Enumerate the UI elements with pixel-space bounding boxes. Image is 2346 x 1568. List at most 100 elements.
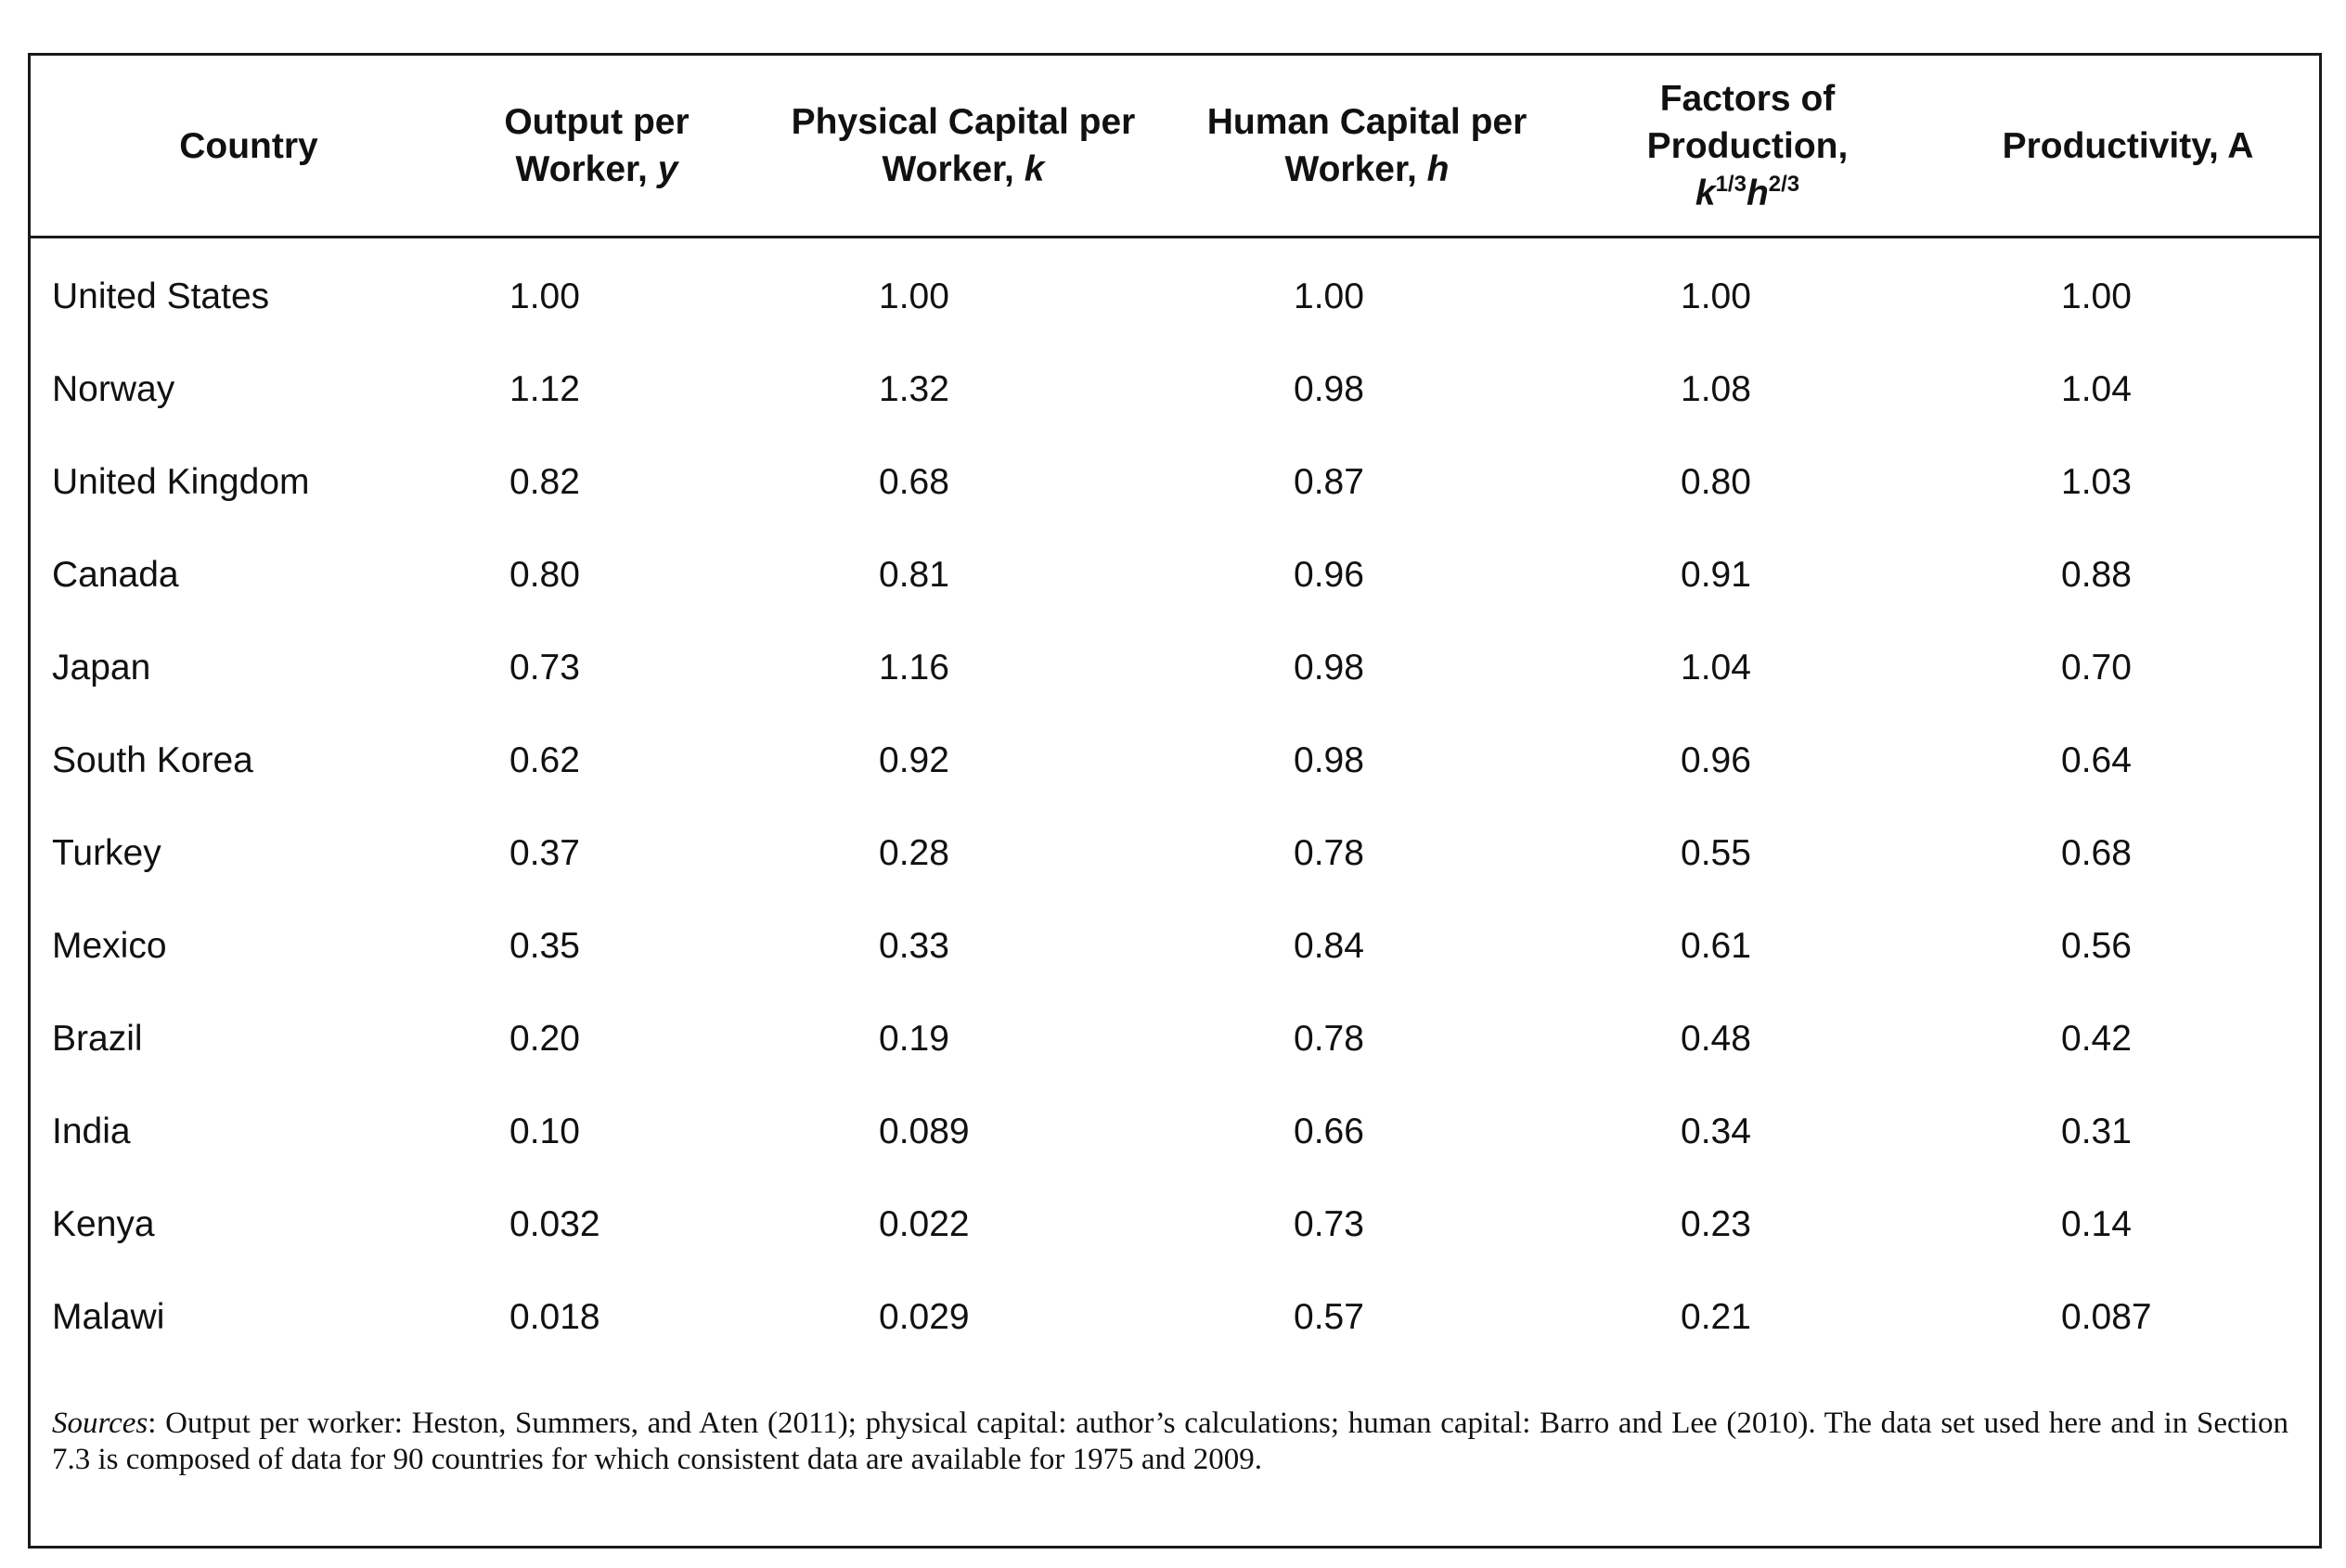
cell-productivity: 0.64: [2061, 740, 2132, 780]
header-human-line1: Human Capital per: [1206, 102, 1527, 142]
cell-physical-capital: 1.32: [879, 369, 949, 409]
sources-text: : Output per worker: Heston, Summers, an…: [52, 1407, 2288, 1476]
cell-productivity: 0.42: [2061, 1019, 2132, 1059]
cell-productivity: 0.31: [2061, 1112, 2132, 1151]
cell-output-per-worker: 1.00: [509, 276, 580, 316]
cell-physical-capital: 0.28: [879, 833, 949, 873]
table-row: Malawi 0.018 0.029 0.57 0.21 0.087: [31, 1271, 2319, 1364]
cell-country: Brazil: [52, 1019, 143, 1059]
table-row: Turkey 0.37 0.28 0.78 0.55 0.68: [31, 807, 2319, 900]
cell-country: Malawi: [52, 1297, 165, 1337]
header-productivity: Productivity, A: [1933, 56, 2323, 236]
cell-factors-of-production: 1.08: [1681, 369, 1751, 409]
cell-physical-capital: 1.16: [879, 648, 949, 688]
header-output-line2: Worker,: [515, 149, 658, 189]
header-factors-of-production: Factors of Production, k1/3h2/3: [1562, 56, 1933, 236]
table-row: Brazil 0.20 0.19 0.78 0.48 0.42: [31, 993, 2319, 1086]
cell-country: Turkey: [52, 833, 161, 873]
cell-human-capital: 0.66: [1294, 1112, 1364, 1151]
cell-factors-of-production: 0.55: [1681, 833, 1751, 873]
table-row: United States 1.00 1.00 1.00 1.00 1.00: [31, 251, 2319, 343]
cell-output-per-worker: 0.20: [509, 1019, 580, 1059]
cell-human-capital: 1.00: [1294, 276, 1364, 316]
header-output-var: y: [657, 149, 678, 189]
cell-human-capital: 0.98: [1294, 740, 1364, 780]
header-country-label: Country: [179, 125, 318, 166]
header-factors-line2: Production,: [1646, 125, 1849, 166]
table-row: Japan 0.73 1.16 0.98 1.04 0.70: [31, 622, 2319, 714]
cell-productivity: 0.70: [2061, 648, 2132, 688]
cell-productivity: 0.14: [2061, 1204, 2132, 1244]
cell-productivity: 1.04: [2061, 369, 2132, 409]
header-human-capital: Human Capital per Worker, h: [1172, 56, 1562, 236]
header-human-line2: Worker,: [1284, 149, 1427, 189]
cell-factors-of-production: 0.21: [1681, 1297, 1751, 1337]
table-row: Canada 0.80 0.81 0.96 0.91 0.88: [31, 529, 2319, 622]
cell-human-capital: 0.98: [1294, 369, 1364, 409]
cell-physical-capital: 0.81: [879, 555, 949, 595]
cell-human-capital: 0.73: [1294, 1204, 1364, 1244]
cell-physical-capital: 0.92: [879, 740, 949, 780]
header-physical-capital: Physical Capital per Worker, k: [754, 56, 1172, 236]
sources-label: Sources: [52, 1407, 148, 1440]
cell-factors-of-production: 0.48: [1681, 1019, 1751, 1059]
header-factors-formula: k1/3h2/3: [1695, 171, 1800, 213]
cell-factors-of-production: 1.00: [1681, 276, 1751, 316]
cell-output-per-worker: 0.37: [509, 833, 580, 873]
cell-physical-capital: 0.029: [879, 1297, 970, 1337]
cell-factors-of-production: 1.04: [1681, 648, 1751, 688]
cell-human-capital: 0.57: [1294, 1297, 1364, 1337]
cell-country: United Kingdom: [52, 462, 310, 502]
cell-country: South Korea: [52, 740, 253, 780]
cell-physical-capital: 0.68: [879, 462, 949, 502]
header-physical-line1: Physical Capital per: [791, 102, 1136, 142]
cell-physical-capital: 1.00: [879, 276, 949, 316]
cell-human-capital: 0.96: [1294, 555, 1364, 595]
header-human-var: h: [1426, 149, 1450, 189]
cell-factors-of-production: 0.91: [1681, 555, 1751, 595]
header-productivity-label: Productivity, A: [2002, 125, 2254, 166]
table-frame: Country Output per Worker, y Physical Ca…: [28, 53, 2322, 1549]
header-factors-line1: Factors of: [1659, 78, 1836, 119]
cell-human-capital: 0.84: [1294, 926, 1364, 966]
cell-output-per-worker: 0.73: [509, 648, 580, 688]
cell-physical-capital: 0.022: [879, 1204, 970, 1244]
cell-human-capital: 0.98: [1294, 648, 1364, 688]
cell-productivity: 0.56: [2061, 926, 2132, 966]
cell-factors-of-production: 0.23: [1681, 1204, 1751, 1244]
cell-country: Kenya: [52, 1204, 155, 1244]
cell-output-per-worker: 0.10: [509, 1112, 580, 1151]
table-row: South Korea 0.62 0.92 0.98 0.96 0.64: [31, 714, 2319, 807]
cell-physical-capital: 0.19: [879, 1019, 949, 1059]
table-row: Mexico 0.35 0.33 0.84 0.61 0.56: [31, 900, 2319, 993]
cell-output-per-worker: 1.12: [509, 369, 580, 409]
header-physical-var: k: [1024, 149, 1045, 189]
cell-output-per-worker: 0.62: [509, 740, 580, 780]
cell-human-capital: 0.87: [1294, 462, 1364, 502]
cell-productivity: 1.00: [2061, 276, 2132, 316]
cell-factors-of-production: 0.96: [1681, 740, 1751, 780]
cell-country: Canada: [52, 555, 179, 595]
cell-physical-capital: 0.089: [879, 1112, 970, 1151]
header-physical-line2: Worker,: [882, 149, 1025, 189]
cell-country: India: [52, 1112, 131, 1151]
cell-output-per-worker: 0.80: [509, 555, 580, 595]
cell-productivity: 1.03: [2061, 462, 2132, 502]
cell-output-per-worker: 0.032: [509, 1204, 600, 1244]
cell-productivity: 0.88: [2061, 555, 2132, 595]
cell-productivity: 0.087: [2061, 1297, 2152, 1337]
cell-factors-of-production: 0.34: [1681, 1112, 1751, 1151]
sources-note: Sources: Output per worker: Heston, Summ…: [52, 1406, 2288, 1478]
table-row: Norway 1.12 1.32 0.98 1.08 1.04: [31, 343, 2319, 436]
table-row: Kenya 0.032 0.022 0.73 0.23 0.14: [31, 1178, 2319, 1271]
cell-human-capital: 0.78: [1294, 833, 1364, 873]
cell-physical-capital: 0.33: [879, 926, 949, 966]
cell-output-per-worker: 0.35: [509, 926, 580, 966]
table-row: India 0.10 0.089 0.66 0.34 0.31: [31, 1086, 2319, 1178]
header-country: Country: [86, 56, 411, 236]
cell-output-per-worker: 0.82: [509, 462, 580, 502]
cell-factors-of-production: 0.80: [1681, 462, 1751, 502]
cell-human-capital: 0.78: [1294, 1019, 1364, 1059]
cell-output-per-worker: 0.018: [509, 1297, 600, 1337]
cell-country: Japan: [52, 648, 151, 688]
